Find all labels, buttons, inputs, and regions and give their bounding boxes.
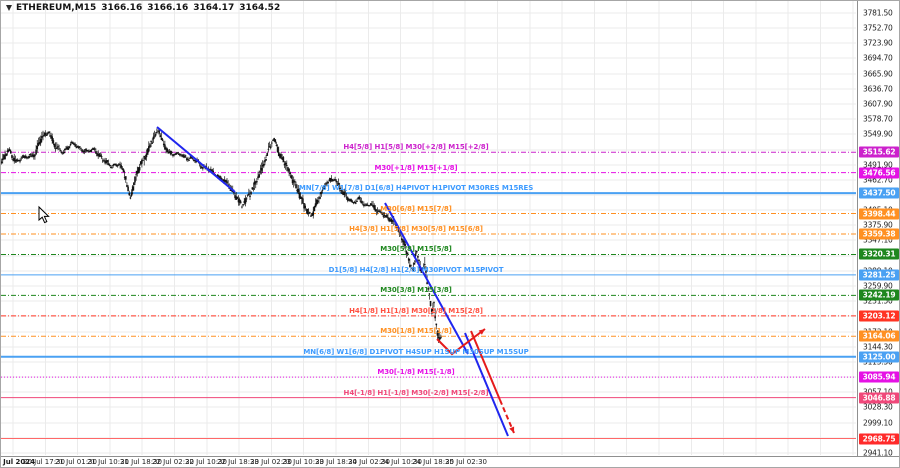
time-axis-label: 22 Jul 10:30: [185, 458, 227, 466]
time-axis-label: 23 Jul 02:30: [250, 458, 292, 466]
chart-title: ETHEREUM,M15 3166.16 3166.16 3164.17 316…: [6, 3, 280, 13]
time-axis-label: 24 Jul 10:30: [380, 458, 422, 466]
time-axis-label: 21 Jul 18:30: [120, 458, 162, 466]
time-axis-label: 20 Jul 17:30: [23, 458, 65, 466]
time-axis-label: 24 Jul 02:30: [348, 458, 390, 466]
ohlc-open: 3166.16: [101, 3, 143, 13]
price-axis-label: 3781.50: [863, 8, 893, 18]
price-level-badge: 3281.25: [859, 269, 899, 281]
price-axis-label: 3259.90: [863, 281, 893, 291]
level-label: H4[5/8] H1[5/8] M30[+2/8] M15[+2/8]: [343, 143, 489, 152]
level-label: MN[6/8] W1[6/8] D1PIVOT H4SUP H1SUP M30S…: [303, 347, 529, 356]
price-level-badge: 3125.00: [859, 351, 899, 363]
time-axis-label: 20 Jul 2024: [1, 458, 36, 466]
price-level-badge: 2968.75: [859, 433, 899, 445]
level-label: D1[5/8] H4[2/8] H1[2/8] M30PIVOT M15PIVO…: [328, 265, 504, 274]
price-axis-label: 2999.10: [863, 418, 893, 428]
ohlc-high: 3166.16: [147, 3, 189, 13]
level-label: M30[5/8] M15[5/8]: [380, 245, 452, 254]
price-axis-label: 3549.90: [863, 129, 893, 139]
chart-symbol-icon: [6, 5, 12, 11]
price-axis-label: 3028.30: [863, 402, 893, 412]
price-axis-label: 3491.90: [863, 160, 893, 170]
ohlc-low: 3164.17: [193, 3, 235, 13]
price-axis[interactable]: 3781.50 3752.70 3723.90 3694.70 3665.90 3636.…: [857, 1, 899, 458]
time-axis-label: 25 Jul 02:30: [445, 458, 487, 466]
level-label: M30[6/8] M15[7/8]: [380, 204, 452, 213]
price-level-badge: 3476.56: [859, 167, 899, 179]
price-level-badge: 3203.12: [859, 310, 899, 322]
price-level-badge: 3085.94: [859, 371, 899, 383]
price-axis-label: 3462.70: [863, 175, 893, 185]
price-level-badge: 3437.50: [859, 187, 899, 199]
price-axis-label: 3347.10: [863, 235, 893, 245]
price-axis-label: 3723.90: [863, 38, 893, 48]
price-level-badge: 3046.88: [859, 392, 899, 404]
price-axis-label: 3231.50: [863, 296, 893, 306]
price-axis-label: 3144.30: [863, 342, 893, 352]
level-label: H4[-1/8] H1[-1/8] M30[-2/8] M15[-2/8]: [343, 388, 489, 397]
mouse-cursor-icon: [38, 205, 50, 224]
price-level-badge: 3320.31: [859, 248, 899, 260]
ohlc-close: 3164.52: [239, 3, 281, 13]
level-label: M30[-1/8] M15[-1/8]: [377, 368, 455, 377]
price-axis-label: 3752.70: [863, 23, 893, 33]
price-level-badge: 3398.44: [859, 208, 899, 220]
price-axis-label: 3694.70: [863, 53, 893, 63]
time-axis-label: 24 Jul 18:30: [412, 458, 454, 466]
time-axis-label: 23 Jul 10:30: [282, 458, 324, 466]
price-axis-label: 2941.10: [863, 448, 893, 458]
level-label: MN[7/8] W1[7/8] D1[6/8] H4PIVOT H1PIVOT …: [298, 184, 534, 193]
level-label: M30[3/8] M15[3/8]: [380, 286, 452, 295]
symbol-timeframe-label: ETHEREUM,M15: [16, 3, 97, 13]
price-axis-label: 3636.70: [863, 84, 893, 94]
time-axis-label: 21 Jul 01:30: [55, 458, 97, 466]
price-axis-label: 3665.90: [863, 69, 893, 79]
time-axis-label: 22 Jul 02:30: [152, 458, 194, 466]
price-axis-label: 3607.90: [863, 99, 893, 109]
price-axis-label: 3578.70: [863, 114, 893, 124]
level-label: H4[1/8] H1[1/8] M30[2/8] M15[2/8]: [349, 306, 483, 315]
time-axis-label: 23 Jul 18:30: [315, 458, 357, 466]
price-chart-canvas[interactable]: [1, 1, 856, 455]
level-label: M30[1/8] M15[1/8]: [380, 327, 452, 336]
price-axis-label: 3375.90: [863, 220, 893, 230]
price-level-badge: 3359.38: [859, 228, 899, 240]
price-level-badge: 3164.06: [859, 330, 899, 342]
level-label: M30[+1/8] M15[+1/8]: [374, 163, 458, 172]
time-axis-label: 22 Jul 18:30: [217, 458, 259, 466]
price-level-badge: 3515.62: [859, 146, 899, 158]
price-level-badge: 3242.19: [859, 289, 899, 301]
time-axis-label: 21 Jul 10:30: [87, 458, 129, 466]
level-label: H4[3/8] H1[5/8] M30[5/8] M15[6/8]: [349, 225, 483, 233]
